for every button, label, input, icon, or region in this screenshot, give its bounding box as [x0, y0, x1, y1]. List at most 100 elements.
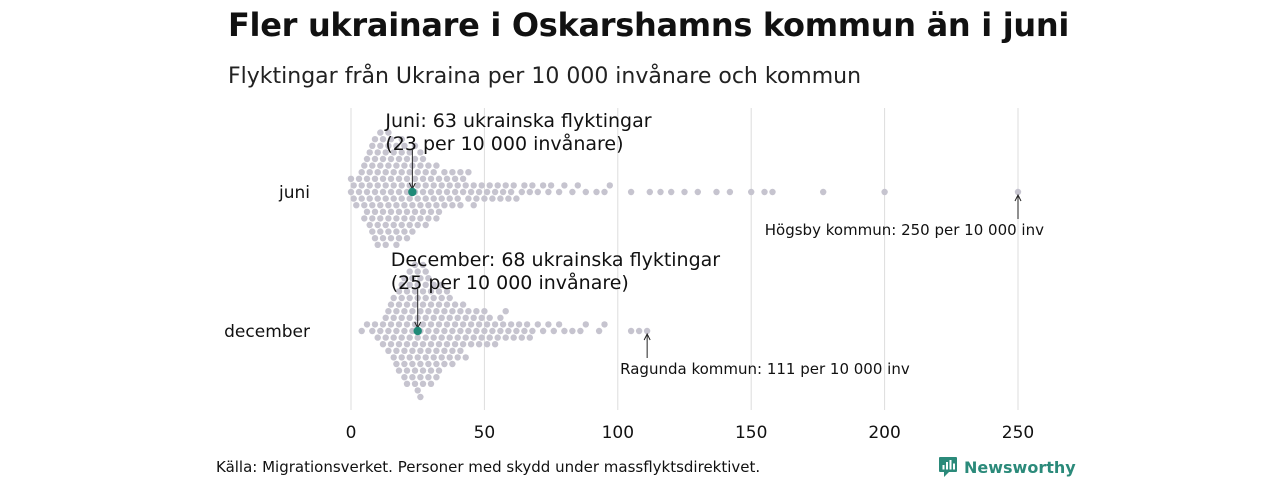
data-point [441, 202, 448, 209]
data-point [369, 215, 376, 222]
data-point [398, 182, 405, 189]
data-point [497, 314, 504, 321]
data-point [425, 374, 432, 381]
data-point [393, 241, 400, 248]
data-point [379, 136, 387, 143]
data-point [358, 169, 365, 176]
data-point [422, 221, 429, 229]
data-point [769, 188, 776, 196]
highlight-label: (25 per 10 000 invånare) [391, 271, 629, 294]
data-point [390, 169, 397, 176]
data-point [430, 281, 437, 288]
data-point [467, 188, 475, 196]
data-point [379, 341, 387, 348]
data-point [385, 202, 392, 209]
data-point [411, 261, 419, 269]
x-tick-label: 100 [602, 423, 634, 443]
data-point [505, 327, 512, 335]
data-point [385, 327, 392, 335]
data-point [414, 221, 421, 229]
data-point [441, 169, 448, 176]
data-point [438, 354, 445, 361]
data-point [491, 188, 499, 196]
data-point [393, 327, 400, 335]
x-tick-label: 250 [1002, 423, 1034, 443]
data-point [443, 321, 451, 328]
data-point [414, 387, 421, 394]
data-point [401, 374, 408, 381]
dots-layer [347, 129, 1022, 401]
data-point [374, 195, 381, 202]
data-point [379, 188, 387, 196]
data-point [374, 221, 381, 229]
data-point [382, 182, 389, 189]
data-point [475, 341, 483, 348]
data-point [668, 188, 675, 196]
data-point [382, 334, 389, 341]
data-point [494, 182, 501, 189]
data-point [646, 188, 653, 196]
data-point [390, 182, 397, 189]
data-point [393, 202, 400, 209]
data-point [347, 175, 355, 182]
data-point [419, 175, 427, 182]
data-point [435, 288, 443, 295]
data-point [502, 182, 509, 189]
data-point [403, 321, 411, 328]
data-point [353, 202, 360, 209]
data-point [459, 188, 467, 196]
data-point [398, 294, 405, 302]
data-point [374, 169, 381, 176]
data-point [385, 215, 392, 222]
x-tick-label: 200 [868, 423, 900, 443]
data-point [430, 294, 437, 302]
data-point [393, 308, 400, 315]
data-point [518, 188, 525, 196]
data-point [465, 195, 472, 202]
data-point [457, 327, 464, 335]
data-point [454, 195, 461, 202]
data-point [443, 288, 451, 295]
data-point [483, 321, 491, 328]
data-point [427, 321, 435, 328]
data-point [425, 202, 432, 209]
data-point [387, 188, 395, 196]
data-point [395, 321, 403, 328]
data-point [459, 321, 467, 328]
data-point [401, 215, 408, 222]
data-point [481, 327, 488, 335]
source-note: Källa: Migrationsverket. Personer med sk… [216, 458, 761, 476]
data-point [502, 334, 509, 341]
data-point [398, 314, 405, 321]
data-point [395, 155, 403, 163]
data-point [406, 195, 413, 202]
grid-lines [350, 108, 1019, 410]
data-point [446, 182, 453, 189]
data-point [401, 162, 408, 169]
data-point [409, 215, 416, 222]
data-point [406, 334, 413, 341]
data-point [393, 228, 400, 235]
data-point [486, 314, 493, 321]
data-point [481, 308, 488, 315]
data-point [457, 347, 464, 354]
data-point [377, 327, 384, 335]
data-point [427, 288, 435, 295]
data-point [382, 241, 389, 248]
data-point [427, 367, 435, 374]
data-point [441, 360, 448, 368]
data-point [539, 327, 547, 335]
data-point [499, 321, 507, 328]
data-point [529, 327, 536, 335]
data-point [435, 208, 443, 215]
data-point [355, 188, 363, 196]
data-point [361, 162, 368, 169]
data-point [523, 321, 531, 328]
row-label: juni [278, 183, 310, 203]
data-point [1014, 188, 1022, 196]
data-point [409, 275, 416, 282]
data-point [451, 175, 459, 182]
data-point [401, 308, 408, 315]
data-point [358, 327, 365, 335]
data-point [398, 281, 405, 288]
